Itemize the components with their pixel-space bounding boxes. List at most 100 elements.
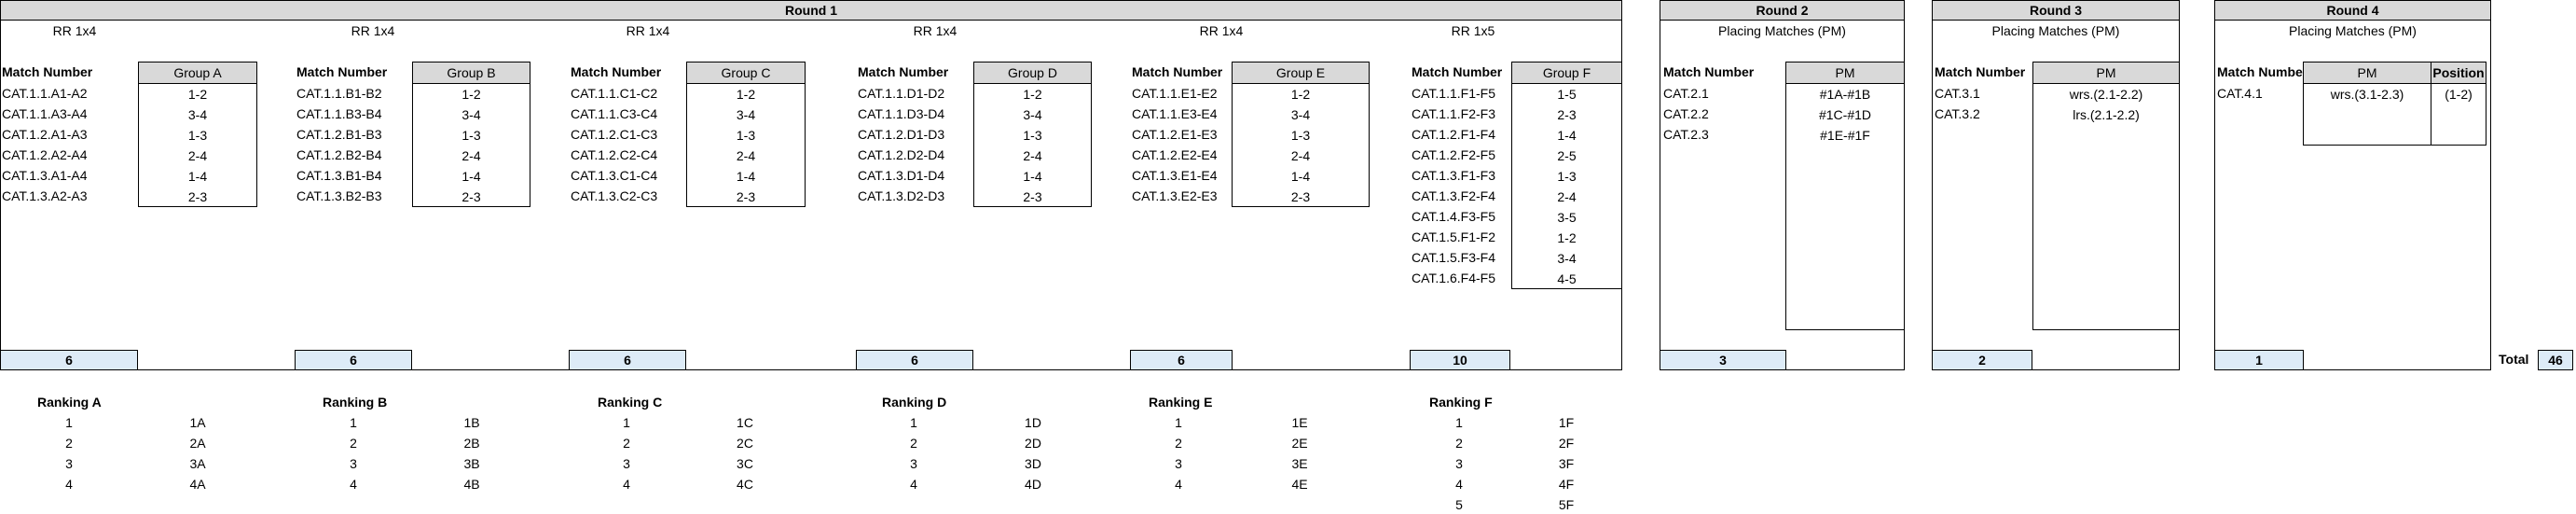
ranking-position: 2: [350, 436, 357, 451]
group-pair-cell: 1-2: [736, 87, 756, 102]
match-row: CAT.1.3.D2-D3: [858, 188, 945, 203]
group-pair-cell: 2-4: [461, 148, 481, 163]
ranking-value: 1A: [189, 415, 206, 430]
group-box: Group A 1-2 3-4 1-3 2-4 1-4 2-3: [138, 62, 257, 207]
round4-position-cell: (1-2): [2445, 87, 2473, 102]
ranking-position: 3: [1455, 456, 1463, 471]
group-pair-cell: 1-3: [736, 128, 756, 143]
group-total: 6: [569, 350, 686, 370]
group-pair-cell: 1-2: [187, 87, 208, 102]
group-header: Group F: [1512, 63, 1621, 84]
match-row: CAT.1.6.F4-F5: [1412, 271, 1495, 285]
match-row: CAT.1.1.B3-B4: [296, 106, 382, 121]
round2-title: Round 2: [1660, 1, 1904, 21]
round3-pm-cell: lrs.(2.1-2.2): [2073, 107, 2140, 122]
ranking-value: 1D: [1025, 415, 1041, 430]
ranking-position: 4: [1455, 477, 1463, 492]
round2-pm-cell: #1A-#1B: [1819, 87, 1871, 102]
group-pair-cell: 1-3: [1290, 128, 1311, 143]
match-number-header: Match Number: [2, 64, 93, 79]
ranking-value: 3F: [1558, 456, 1575, 471]
ranking-position: 1: [910, 415, 917, 430]
group-pair-cell: 2-3: [1557, 107, 1577, 122]
round3-panel: Round 3: [1932, 0, 2180, 370]
match-row: CAT.1.3.A2-A3: [2, 188, 88, 203]
ranking-position: 2: [623, 436, 630, 451]
round1-panel: Round 1: [0, 0, 1622, 370]
ranking-value: 3B: [463, 456, 480, 471]
ranking-position: 1: [623, 415, 630, 430]
group-pair-cell: 1-3: [187, 128, 208, 143]
group-header: Group C: [687, 63, 805, 84]
ranking-value: 5F: [1558, 497, 1575, 512]
round2-match-row: CAT.2.2: [1663, 106, 1709, 121]
group-header: Group D: [974, 63, 1091, 84]
round3-title: Round 3: [1933, 1, 2179, 21]
ranking-value: 2A: [189, 436, 206, 451]
match-row: CAT.1.5.F3-F4: [1412, 250, 1495, 265]
round2-pm-cell: #1C-#1D: [1818, 107, 1872, 122]
grand-total-label: Total: [2499, 352, 2529, 367]
ranking-position: 3: [350, 456, 357, 471]
rr-format-label: RR 1x4: [52, 23, 97, 38]
round3-total: 2: [1932, 350, 2032, 370]
match-row: CAT.1.1.F2-F3: [1412, 106, 1495, 121]
round4-position-header: Position: [2431, 63, 2486, 84]
group-pair-cell: 2-3: [187, 189, 208, 204]
match-row: CAT.1.2.A1-A3: [2, 127, 88, 142]
match-row: CAT.1.1.A3-A4: [2, 106, 88, 121]
ranking-value: 2E: [1291, 436, 1308, 451]
match-row: CAT.1.2.E2-E4: [1132, 147, 1218, 162]
group-pair-cell: 4-5: [1557, 271, 1577, 286]
match-row: CAT.1.2.F1-F4: [1412, 127, 1495, 142]
ranking-value: 1F: [1558, 415, 1575, 430]
ranking-value: 3E: [1291, 456, 1308, 471]
group-pair-cell: 1-2: [461, 87, 481, 102]
match-row: CAT.1.2.C2-C4: [571, 147, 658, 162]
group-pair-cell: 1-4: [1557, 128, 1577, 143]
ranking-position: 1: [1455, 415, 1463, 430]
ranking-value: 2C: [737, 436, 753, 451]
group-header: Group B: [413, 63, 530, 84]
group-pair-cell: 1-3: [1557, 169, 1577, 184]
group-box: Group D 1-2 3-4 1-3 2-4 1-4 2-3: [973, 62, 1092, 207]
group-pair-cell: 2-3: [461, 189, 481, 204]
match-row: CAT.1.3.E2-E3: [1132, 188, 1218, 203]
ranking-position: 4: [910, 477, 917, 492]
group-pair-cell: 2-3: [736, 189, 756, 204]
match-row: CAT.1.1.C3-C4: [571, 106, 658, 121]
round2-pm-cell: #1E-#1F: [1820, 128, 1870, 143]
round1-title: Round 1: [1, 1, 1621, 21]
group-pair-cell: 1-3: [1023, 128, 1042, 143]
group-pair-cell: 2-3: [1290, 189, 1311, 204]
match-number-header: Match Number: [1412, 64, 1503, 79]
group-pair-cell: 3-4: [187, 107, 208, 122]
match-row: CAT.1.1.D1-D2: [858, 86, 945, 101]
round4-pm-cell: wrs.(3.1-2.3): [2330, 87, 2404, 102]
ranking-title: Ranking B: [323, 395, 388, 410]
ranking-position: 5: [1455, 497, 1463, 512]
match-row: CAT.1.2.A2-A4: [2, 147, 88, 162]
ranking-value: 3C: [737, 456, 753, 471]
ranking-value: 3A: [189, 456, 206, 471]
group-pair-cell: 2-4: [1023, 148, 1042, 163]
round4-match-row: CAT.4.1: [2217, 86, 2263, 101]
group-total: 10: [1410, 350, 1510, 370]
ranking-title: Ranking C: [598, 395, 663, 410]
match-row: CAT.1.5.F1-F2: [1412, 229, 1495, 244]
group-pair-cell: 2-4: [1557, 189, 1577, 204]
group-pair-cell: 1-4: [461, 169, 481, 184]
group-header: Group E: [1233, 63, 1369, 84]
group-total: 6: [295, 350, 412, 370]
round4-total: 1: [2214, 350, 2304, 370]
match-number-header: Match Number: [858, 64, 949, 79]
match-row: CAT.1.2.B1-B3: [296, 127, 382, 142]
group-pair-cell: 1-4: [1023, 169, 1042, 184]
group-total: 6: [0, 350, 138, 370]
group-pair-cell: 1-4: [1290, 169, 1311, 184]
match-row: CAT.1.3.A1-A4: [2, 168, 88, 183]
round4-panel: Round 4: [2214, 0, 2491, 370]
group-pair-cell: 2-3: [1023, 189, 1042, 204]
rr-format-label: RR 1x4: [351, 23, 395, 38]
match-row: CAT.1.3.C2-C3: [571, 188, 658, 203]
